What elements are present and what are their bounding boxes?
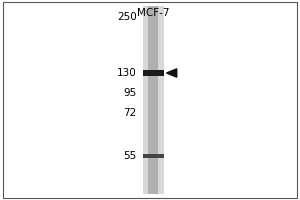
Text: 55: 55 bbox=[123, 151, 136, 161]
Bar bbox=[148, 6, 158, 194]
Text: 250: 250 bbox=[117, 12, 136, 22]
Bar bbox=[142, 6, 164, 194]
Bar bbox=[142, 154, 164, 158]
Text: 72: 72 bbox=[123, 108, 136, 118]
Bar bbox=[142, 70, 164, 76]
Text: 95: 95 bbox=[123, 88, 136, 98]
Text: MCF-7: MCF-7 bbox=[137, 8, 169, 18]
Text: 130: 130 bbox=[117, 68, 136, 78]
Polygon shape bbox=[167, 69, 177, 77]
